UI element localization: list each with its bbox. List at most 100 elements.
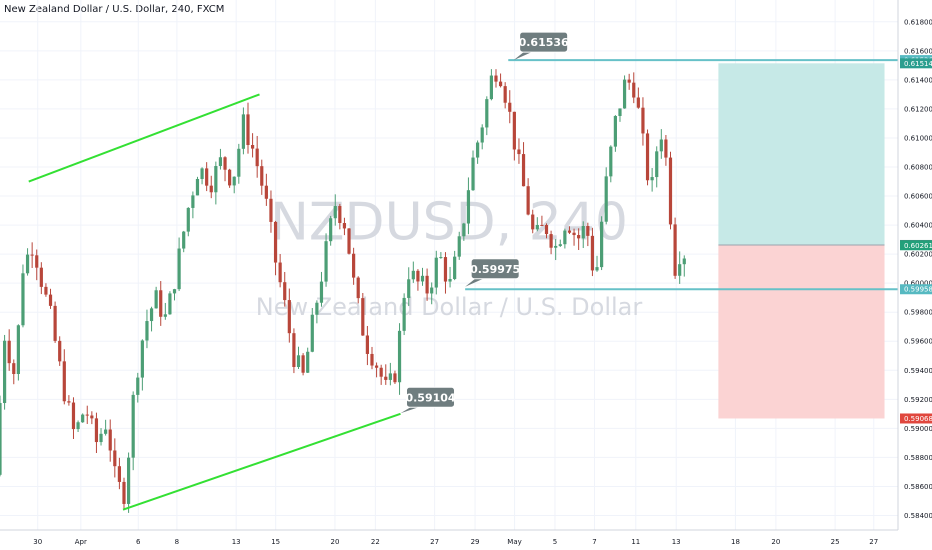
candle-body [48,294,53,306]
candle-body [319,281,324,303]
candle-body [443,257,448,282]
candle-body [622,79,627,109]
candle-body [554,245,558,248]
candle-body [67,401,71,403]
position-zones [718,63,885,419]
candle-body [567,230,572,233]
callout-label: 0.59975 [470,263,520,276]
candle-body [113,450,117,467]
candle-body [411,270,415,280]
candle-body [232,176,236,186]
candle-body [498,81,503,87]
candle-body [352,253,356,278]
candle-body [154,290,158,309]
candle-body [682,258,686,265]
candle-body [521,154,526,187]
candle-body [0,403,2,475]
candle-body [365,335,369,354]
candle-body [347,228,351,254]
y-tick-label: 0.61800 [904,18,932,26]
price-tag [900,240,932,251]
candle-body [209,185,213,193]
candle-body [163,314,167,317]
candle-body [301,355,305,373]
candle-body [517,149,521,155]
candle-body [159,290,163,317]
candle-body [99,433,103,443]
candle-body [177,248,181,290]
candle-body [604,176,608,222]
candle-body [659,139,663,152]
candle-body [655,151,659,178]
candle-body [287,300,291,334]
candle-body [195,178,200,196]
candle-body [136,377,140,395]
candle-body [650,177,654,181]
x-tick-label: 5 [553,538,557,546]
callout-pointer [400,407,419,414]
candle-body [678,264,682,276]
candle-body [182,231,186,249]
candle-body [645,133,650,181]
candle-body [503,86,507,103]
candle-body [292,333,296,367]
price-tag [900,284,932,295]
candle-body [200,168,204,179]
candle-body [306,351,310,373]
candle-body [333,206,337,219]
candle-body [296,355,301,367]
candle-body [374,365,379,368]
candle-body [269,198,273,222]
callout-box [406,386,456,408]
x-tick-label: 13 [672,538,681,546]
y-tick-label: 0.61000 [904,134,932,142]
x-tick-label: May [507,538,521,546]
candle-body [44,286,48,295]
candle-body [30,254,34,256]
candle-body [577,235,581,239]
candle-body [94,418,99,443]
candle-body [416,270,420,282]
candle-body [90,415,94,419]
candle-body [140,340,144,378]
candle-body [255,148,259,167]
candle-body [76,422,80,430]
candle-body [572,232,576,236]
candle-body [62,361,66,402]
callout-label: 0.61536 [519,36,569,49]
x-tick-label: 25 [831,538,840,546]
candle-body [218,157,223,167]
candle-body [508,102,512,112]
candle-body [457,236,461,257]
candle-body [595,267,599,271]
candle-body [434,257,438,288]
candle-body [420,275,425,282]
x-tick-label: 27 [869,538,878,546]
x-tick-label: 13 [232,538,241,546]
candle-body [329,218,333,242]
candle-body [531,214,535,230]
stop-zone [718,244,885,419]
candle-body [636,97,640,108]
price-callouts: 0.61536 0.59975 0.59104 [400,31,569,414]
y-tick-label: 0.60200 [904,251,932,259]
candle-body [250,145,255,149]
candle-body [494,75,498,82]
candle-body [673,224,677,276]
candle-body [241,114,246,149]
time-axis-bg [0,530,932,550]
candle-body [632,82,636,98]
x-tick-label: 22 [371,538,380,546]
candle-body [485,99,489,128]
candle-body [425,275,429,294]
candle-body [402,297,406,331]
candle-body [39,267,43,287]
candle-body [214,166,218,193]
candle-body [246,114,250,146]
candle-body [342,223,347,229]
candle-body [489,75,493,100]
x-tick-label: 18 [731,538,740,546]
candle-body [108,429,112,451]
